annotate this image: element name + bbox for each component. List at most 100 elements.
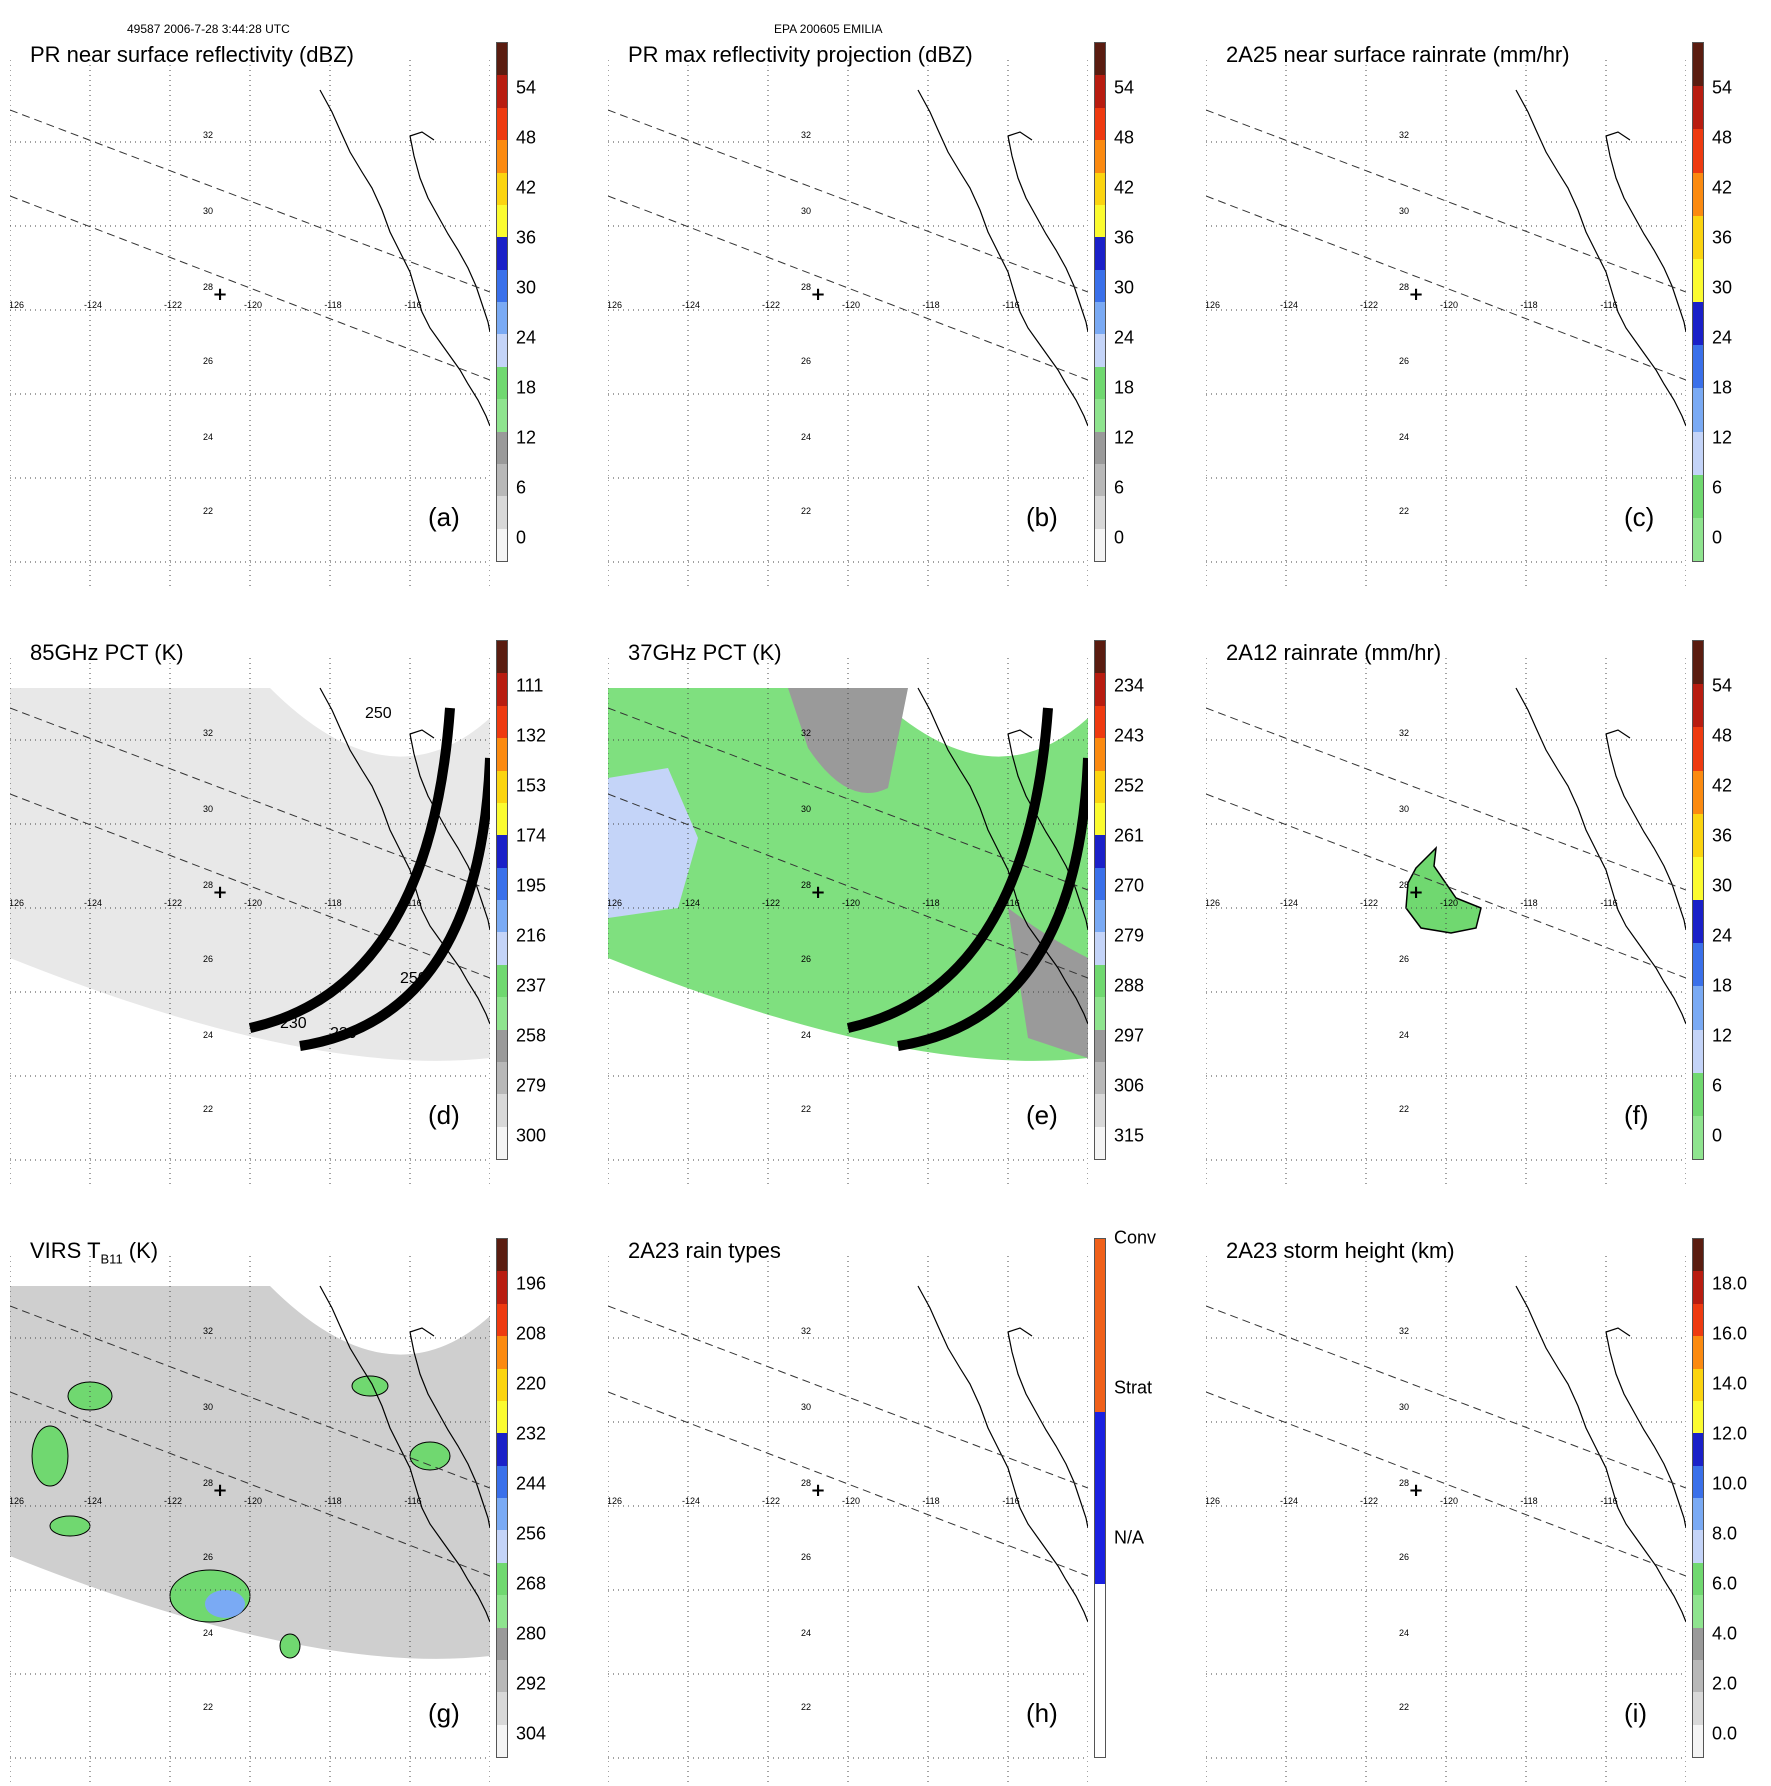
lon-tick-label: -126 [10,300,24,310]
lat-tick-label: 32 [203,1326,213,1336]
contour-label: 250 [365,705,392,722]
colorbar-tick-label: 0 [1712,527,1723,548]
colorbar-tick-label: 12 [1712,427,1733,448]
gulf-coastline [1605,733,1686,931]
pr-swath-edge-south [10,195,490,381]
lon-tick-label: -120 [1440,300,1458,310]
lat-tick-label: 22 [801,1702,811,1712]
panel-title-text: PR max reflectivity projection (dBZ) [628,42,973,67]
panel-title: 2A23 storm height (km) [1226,1238,1455,1264]
lat-tick-label: 22 [1399,1104,1409,1114]
lon-tick-label: -122 [164,898,182,908]
swath-area [10,688,490,1061]
gulf-coastline [409,1331,490,1529]
lon-tick-label: -124 [84,300,102,310]
colorbar-segment [1095,269,1105,302]
colorbar-tick-label: 304 [516,1723,547,1744]
colorbar-tick-label: 18 [1114,377,1135,398]
colorbar-ticks: 54 48 42 36 30 24 18 12 6 0 [516,42,586,560]
lon-tick-label: -120 [842,898,860,908]
colorbar-segment [497,1239,507,1272]
contour-label: 230 [330,1025,357,1042]
map-f: -126 -124 -122 -120 -118 -116 32 30 28 26 24 22 + [1206,658,1686,1188]
colorbar-segment [497,431,507,464]
colorbar-segment [497,932,507,965]
colorbar-segment [497,673,507,706]
colorbar-segment [497,867,507,900]
lon-tick-label: -116 [404,300,421,310]
lon-tick-label: -122 [164,300,182,310]
lat-tick-label: 22 [203,506,213,516]
lon-tick-label: -120 [244,898,262,908]
colorbar-segment [1095,1061,1105,1095]
cloud-blob [409,1441,451,1471]
lat-tick-label: 24 [1399,1628,1409,1638]
colorbar-tick-label: 12 [516,427,537,448]
gulf-coastline [1007,135,1088,333]
panel-letter: (g) [428,1698,460,1728]
lon-tick-label: -124 [682,300,700,310]
colorbar-segment [497,496,507,529]
storm-center-marker: + [212,1480,227,1501]
lat-tick-label: 24 [1399,432,1409,442]
lat-tick-label: 28 [1399,1478,1409,1488]
colorbar-segment [1095,43,1105,76]
lat-tick-label: 30 [801,1402,811,1412]
colorbar-ticks: 54 48 42 36 30 24 18 12 6 0 [1114,42,1184,560]
colorbar-segment [497,802,507,836]
colorbar-segment [1095,964,1105,998]
storm-center-marker: + [810,882,825,903]
colorbar-tick-label: 0 [516,527,527,548]
colorbar-tick-label: 270 [1114,875,1145,896]
colorbar-tick-label: 24 [1712,327,1733,348]
lon-tick-label: -124 [84,898,102,908]
colorbar-segment [1095,705,1105,739]
colorbar-segment [1693,1659,1703,1693]
map-d: 250 250 230 230 -126 -124 -122 -120 -118 -116 32 30… [10,658,490,1188]
colorbar-segment [1095,932,1105,965]
gulf-head [1605,729,1631,739]
colorbar-segment [497,641,507,674]
colorbar-segment [1693,1115,1703,1160]
colorbar-tick-label: 306 [1114,1075,1145,1096]
colorbar-tick-label: 36 [516,227,537,248]
colorbar-tick-label: 0.0 [1712,1723,1738,1744]
lat-tick-label: 28 [1399,282,1409,292]
panel-a: -126 -124 -122 -120 -118 -116 32 30 28 26 24 22 + PR … [0,30,585,590]
colorbar-segment [497,1595,507,1628]
storm-center-marker: + [1408,1480,1423,1501]
header-orbit-time: 49587 2006-7-28 3:44:28 UTC [127,22,290,36]
gulf-head [1605,1327,1631,1337]
colorbar-tick-label: 252 [1114,775,1145,796]
lat-tick-label: 26 [1399,356,1409,366]
colorbar-tick-label: 48 [1712,725,1733,746]
colorbar-tick-label: 24 [1712,925,1733,946]
colorbar-tick-label: 12 [1114,427,1135,448]
lat-tick-label: 24 [801,1030,811,1040]
colorbar-segment [497,835,507,868]
colorbar-ticks: 54 48 42 36 30 24 18 12 6 0 [1712,640,1771,1158]
lon-tick-label: -126 [608,898,622,908]
colorbar-segment [497,75,507,108]
lon-tick-label: -118 [922,898,939,908]
colorbar-segment [1095,204,1105,238]
colorbar-segment [497,705,507,739]
lat-tick-label: 32 [801,1326,811,1336]
colorbar-segment [497,1029,507,1062]
colorbar-tick-label: Strat [1114,1377,1153,1398]
panel-title-text: 2A23 rain types [628,1238,781,1263]
colorbar [496,640,508,1160]
colorbar-tick-label: 196 [516,1273,547,1294]
colorbar-segment [1693,1562,1703,1596]
colorbar-segment [1693,517,1703,562]
colorbar [1094,42,1106,562]
contour-arc-outer [846,707,1053,1033]
cloud-blob [31,1425,69,1487]
colorbar-ticks: 196 208 220 232 244 256 268 280 292 304 [516,1238,586,1756]
lat-tick-label: 26 [801,1552,811,1562]
pr-swath-edge-north [10,109,490,293]
colorbar-segment [1095,673,1105,706]
colorbar-tick-label: 4.0 [1712,1623,1738,1644]
lon-tick-label: -118 [1520,898,1537,908]
pr-swath-edge-south [1206,793,1686,979]
